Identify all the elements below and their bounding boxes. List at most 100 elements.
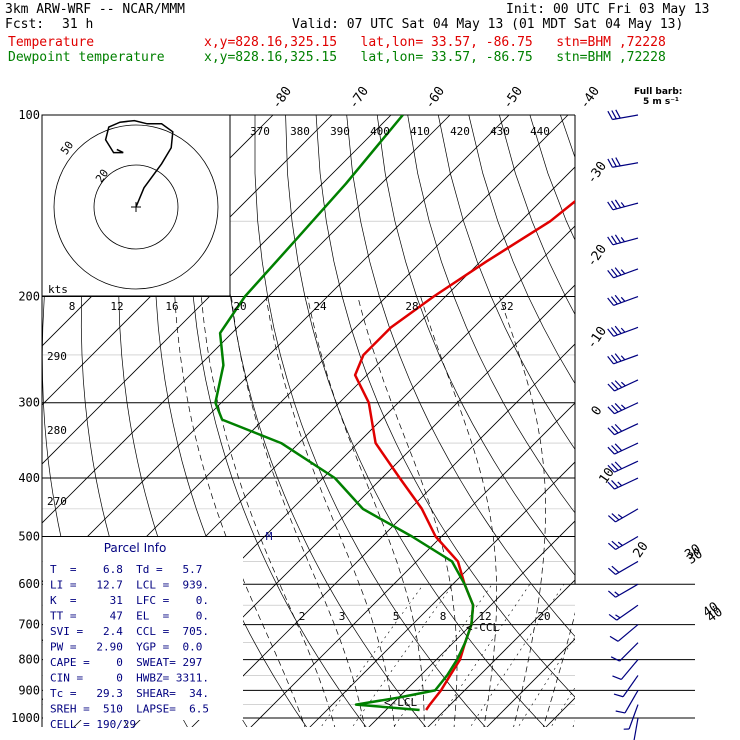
wind-barb-flag bbox=[611, 404, 619, 413]
wind-barb-flag bbox=[614, 353, 622, 362]
wind-barb bbox=[613, 675, 639, 698]
hodograph-trace bbox=[104, 119, 174, 208]
theta-label: 400 bbox=[370, 125, 390, 138]
valid-time: Valid: 07 UTC Sat 04 May 13 (01 MDT Sat … bbox=[292, 17, 684, 32]
wind-barb bbox=[633, 717, 639, 740]
wind-barb-staff bbox=[615, 535, 639, 550]
theta-label: 390 bbox=[330, 125, 350, 138]
wind-barb-flag bbox=[611, 425, 619, 434]
wind-barb-flag bbox=[610, 327, 618, 336]
temperature-location-line: x,y=828.16,325.15 lat,lon= 33.57, -86.75… bbox=[204, 35, 666, 50]
wind-barb-flag bbox=[610, 268, 618, 277]
wind-barb-flag bbox=[607, 406, 615, 415]
wind-barb bbox=[607, 402, 639, 415]
wind-barb-flag bbox=[614, 199, 622, 209]
moist-adiabat-line bbox=[420, 296, 497, 727]
dry-adiabat-line bbox=[188, 115, 367, 727]
dry-adiabat-label: 270 bbox=[47, 495, 67, 508]
wind-barb-staff bbox=[615, 583, 639, 598]
parcel-info-row: LI = 12.7 LCL = 939. bbox=[50, 579, 209, 592]
wind-barb-flag bbox=[611, 463, 619, 471]
dry-adiabat-line bbox=[622, 115, 740, 731]
wind-barb-flag bbox=[607, 590, 616, 598]
speed-scale-label: 24 bbox=[313, 300, 327, 313]
wind-barb-flag bbox=[607, 515, 616, 523]
wind-barb-flag bbox=[615, 157, 621, 167]
isotherm-label: 20 bbox=[630, 539, 651, 560]
init-time: Init: 00 UTC Fri 03 May 13 bbox=[506, 2, 710, 17]
dry-adiabat-label: 280 bbox=[47, 424, 67, 437]
hodograph-ring-label: 20 bbox=[93, 167, 111, 185]
pressure-tick-label: 400 bbox=[18, 471, 40, 485]
pressure-tick-label: 800 bbox=[18, 653, 40, 667]
wind-barb-staff bbox=[617, 624, 639, 642]
wind-barb bbox=[607, 508, 639, 523]
isotherm-label: 40 bbox=[700, 599, 721, 620]
wind-barb bbox=[607, 199, 639, 211]
wind-barb bbox=[607, 157, 639, 168]
parcel-info-row: SVI = 2.4 CCL = 705. bbox=[50, 625, 209, 638]
wind-barb-staff bbox=[624, 690, 639, 714]
wind-barb bbox=[607, 379, 639, 392]
wind-barb-staff bbox=[612, 237, 639, 246]
wind-barb-staff bbox=[612, 162, 639, 168]
wind-barb-flag bbox=[607, 481, 615, 490]
isotherm-label: -30 bbox=[584, 159, 610, 187]
moist-adiabat-line bbox=[601, 297, 740, 731]
wind-barb-flag bbox=[611, 445, 619, 453]
mixing-ratio-label: 12 bbox=[478, 610, 491, 623]
wind-barb bbox=[607, 294, 639, 306]
wind-barb-half-flag bbox=[620, 404, 626, 410]
lcl-label: <-LCL bbox=[384, 696, 417, 709]
isotherm-line bbox=[42, 115, 510, 583]
wind-barb-half-flag bbox=[620, 237, 625, 243]
wind-barb-flag bbox=[607, 158, 613, 168]
wind-barb-half-flag bbox=[620, 355, 626, 361]
wind-barb bbox=[607, 560, 639, 575]
wind-barb-flag bbox=[609, 635, 619, 642]
parcel-info-row: TT = 47 EL = 0. bbox=[50, 610, 209, 623]
isotherm-line bbox=[545, 697, 575, 727]
moist-adiabat-line bbox=[265, 296, 395, 727]
parcel-info-row: CIN = 0 HWBZ= 3311. bbox=[50, 672, 209, 685]
pressure-tick-label: 500 bbox=[18, 529, 40, 543]
wind-barb bbox=[607, 234, 639, 246]
mixing-ratio-label: 20 bbox=[537, 610, 550, 623]
wind-barb-half-flag bbox=[617, 541, 623, 546]
wind-barb-flag bbox=[610, 296, 618, 305]
isotherm-line bbox=[191, 343, 575, 727]
wind-barb-staff bbox=[612, 114, 639, 121]
pressure-tick-label: 1000 bbox=[11, 711, 40, 725]
isotherm-label: 30 bbox=[682, 541, 703, 562]
parcel-info-row: CELL = 190/29 bbox=[50, 718, 136, 731]
wind-barb-flag bbox=[607, 446, 615, 455]
wind-barb-flag bbox=[610, 354, 618, 363]
wind-barb-flag bbox=[614, 380, 623, 388]
wind-barb bbox=[607, 353, 639, 365]
wind-barb bbox=[607, 460, 639, 473]
wind-barb-flag bbox=[607, 236, 614, 246]
wind-barb-flag bbox=[611, 110, 617, 120]
parcel-info-row: PW = 2.90 YGP = 0.0 bbox=[50, 641, 202, 654]
parcel-info-row: Tc = 29.3 SHEAR= 34. bbox=[50, 687, 209, 700]
pressure-tick-label: 900 bbox=[18, 683, 40, 697]
wind-barb-staff bbox=[613, 268, 639, 279]
dry-adiabat-line bbox=[222, 115, 427, 727]
temperature-profile-line bbox=[353, 199, 575, 711]
pressure-tick-label: 700 bbox=[18, 618, 40, 632]
hodograph-units-label: kts bbox=[48, 283, 68, 296]
isotherm-label: -70 bbox=[346, 84, 372, 112]
wind-barb-staff bbox=[616, 604, 639, 621]
isotherm-line bbox=[309, 461, 575, 727]
wind-barb-flag bbox=[611, 157, 617, 167]
pressure-tick-label: 600 bbox=[18, 577, 40, 591]
dry-adiabat-line bbox=[683, 115, 740, 731]
wind-barb-staff bbox=[628, 704, 639, 730]
wind-barb-flag bbox=[607, 356, 615, 365]
wind-barb bbox=[607, 109, 639, 121]
parcel-info-row: T = 6.8 Td = 5.7 bbox=[50, 563, 202, 576]
moist-adiabat-line bbox=[357, 296, 458, 727]
theta-label: 380 bbox=[290, 125, 310, 138]
barb-scale-label: 40 bbox=[704, 604, 725, 625]
wind-barb-flag bbox=[614, 461, 623, 470]
